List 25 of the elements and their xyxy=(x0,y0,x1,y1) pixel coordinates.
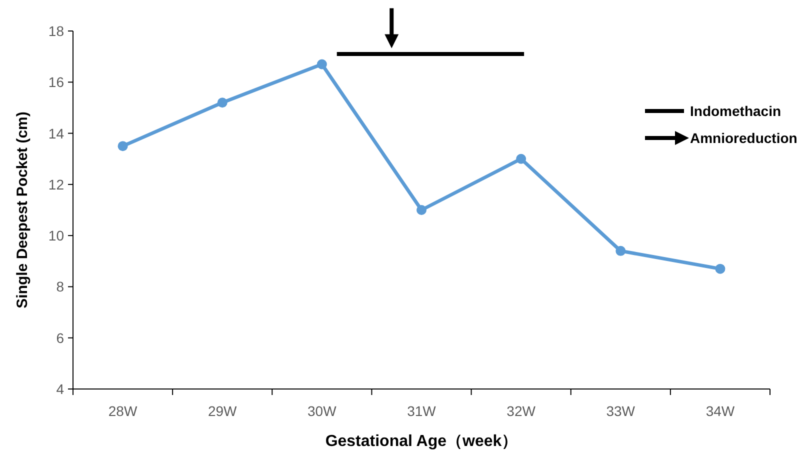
y-tick-label: 16 xyxy=(48,74,64,90)
y-tick-label: 18 xyxy=(48,23,64,39)
y-tick-label: 14 xyxy=(48,125,64,142)
x-tick-label: 34W xyxy=(706,403,736,419)
y-tick-label: 6 xyxy=(56,330,64,346)
y-tick-label: 10 xyxy=(48,228,64,244)
y-tick-label: 8 xyxy=(56,278,64,295)
x-tick-label: 29W xyxy=(208,403,238,419)
x-tick-label: 32W xyxy=(506,403,536,419)
point xyxy=(516,154,526,164)
point xyxy=(217,98,228,108)
y-tick-label: 12 xyxy=(48,176,64,192)
y-axis-title: Single Deepest Pocket (cm) xyxy=(14,112,31,308)
x-tick-label: 31W xyxy=(407,403,437,419)
x-tick-label: 33W xyxy=(606,403,636,419)
point xyxy=(316,59,327,70)
x-tick-label: 28W xyxy=(108,403,138,419)
point xyxy=(616,246,626,256)
point xyxy=(715,264,726,274)
x-axis-title: Gestational Age（week） xyxy=(325,433,518,450)
legend-label: Indomethacin xyxy=(690,103,782,119)
x-tick-label: 30W xyxy=(308,403,338,419)
y-tick-label: 4 xyxy=(56,381,64,397)
point xyxy=(118,141,128,152)
point xyxy=(416,205,426,215)
